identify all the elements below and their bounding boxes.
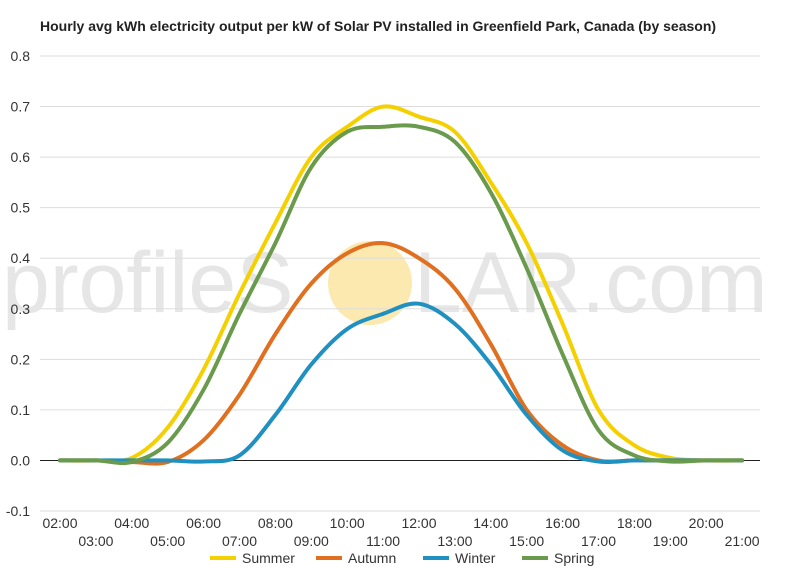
legend: Summer Autumn Winter Spring [210, 550, 594, 566]
x-axis: 02:00 04:00 06:00 08:00 10:00 12:00 14:00 16:00… [42, 515, 759, 549]
y-tick-label: 0.6 [11, 149, 31, 165]
y-tick-label: 0.2 [11, 351, 31, 367]
x-tick-label: 10:00 [330, 515, 365, 531]
watermark-text-right: LAR.com [414, 235, 768, 331]
y-tick-label: 0.4 [11, 250, 31, 266]
y-tick-label: 0.0 [11, 452, 31, 468]
x-tick-label: 16:00 [545, 515, 580, 531]
x-tick-label: 13:00 [437, 533, 472, 549]
x-tick-label: 19:00 [653, 533, 688, 549]
watermark-sun-icon [328, 241, 412, 325]
legend-label-autumn: Autumn [348, 550, 396, 566]
legend-label-winter: Winter [455, 550, 496, 566]
watermark-text-left: profileS [2, 235, 294, 331]
x-tick-label: 11:00 [366, 533, 400, 549]
x-tick-label: 05:00 [150, 533, 185, 549]
series-line-summer [58, 104, 745, 464]
x-tick-label: 08:00 [258, 515, 293, 531]
watermark: profileS LAR.com [2, 235, 768, 331]
y-tick-label: 0.3 [11, 301, 31, 317]
x-tick-label: 03:00 [78, 533, 113, 549]
x-tick-label: 09:00 [294, 533, 329, 549]
y-axis: -0.1 0.0 0.1 0.2 0.3 0.4 0.5 0.6 0.7 0.8 [6, 48, 30, 519]
x-tick-label: 15:00 [509, 533, 544, 549]
x-tick-label: 14:00 [473, 515, 508, 531]
legend-label-spring: Spring [554, 550, 594, 566]
x-tick-label: 07:00 [222, 533, 257, 549]
x-tick-label: 20:00 [689, 515, 724, 531]
x-tick-label: 02:00 [42, 515, 77, 531]
legend-label-summer: Summer [242, 550, 295, 566]
x-tick-label: 21:00 [725, 533, 760, 549]
y-tick-label: 0.5 [11, 200, 31, 216]
series-line-winter [58, 301, 745, 465]
y-tick-label: 0.1 [11, 402, 31, 418]
y-tick-label: 0.8 [11, 48, 31, 64]
x-tick-label: 12:00 [401, 515, 436, 531]
x-tick-label: 06:00 [186, 515, 221, 531]
series-line-spring [58, 123, 745, 466]
x-tick-label: 18:00 [617, 515, 652, 531]
y-tick-label: -0.1 [6, 503, 30, 519]
x-tick-label: 04:00 [114, 515, 149, 531]
y-tick-label: 0.7 [11, 99, 31, 115]
chart-title: Hourly avg kWh electricity output per kW… [40, 18, 717, 34]
x-tick-label: 17:00 [581, 533, 616, 549]
series-lines [58, 104, 745, 466]
